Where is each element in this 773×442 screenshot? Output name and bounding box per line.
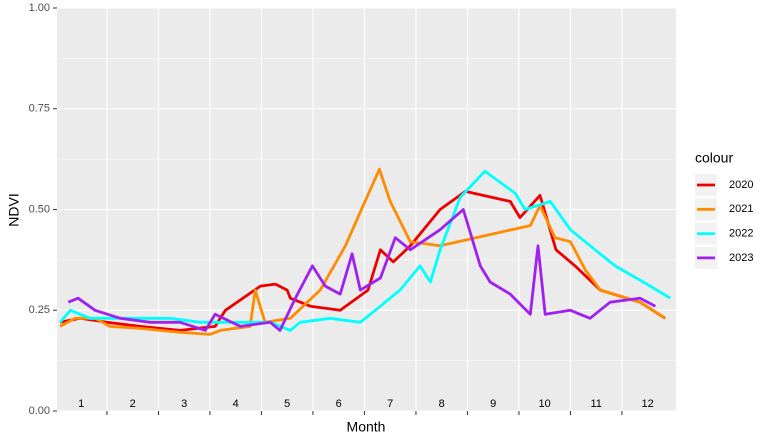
y-tick-label: 0.00 xyxy=(29,405,50,417)
x-tick-label: 9 xyxy=(490,398,496,410)
x-tick-label: 1 xyxy=(78,398,84,410)
y-axis-label: NDVI xyxy=(6,193,22,226)
legend-label: 2023 xyxy=(729,252,753,264)
x-tick-label: 12 xyxy=(642,398,654,410)
x-tick-label: 10 xyxy=(539,398,551,410)
legend-label: 2020 xyxy=(729,179,753,191)
line xyxy=(59,169,672,332)
y-tick-label: 0.50 xyxy=(29,203,50,215)
legend-label: 2021 xyxy=(729,203,753,215)
legend-label: 2022 xyxy=(729,228,753,240)
x-tick-label: 11 xyxy=(590,398,601,410)
x-tick-label: 4 xyxy=(233,398,239,410)
x-axis-label: Month xyxy=(347,419,386,435)
x-tick-label: 5 xyxy=(284,398,290,410)
line xyxy=(67,208,657,332)
x-tick-label: 2 xyxy=(130,398,136,410)
x-tick-label: 3 xyxy=(181,398,187,410)
line xyxy=(59,167,666,336)
legend-title: colour xyxy=(695,150,733,166)
x-tick-label: 7 xyxy=(387,398,393,410)
y-tick-label: 0.25 xyxy=(29,304,50,316)
x-tick-label: 8 xyxy=(439,398,445,410)
x-tick-label: 6 xyxy=(336,398,342,410)
y-tick-label: 1.00 xyxy=(29,2,50,14)
y-tick-label: 0.75 xyxy=(29,103,50,115)
